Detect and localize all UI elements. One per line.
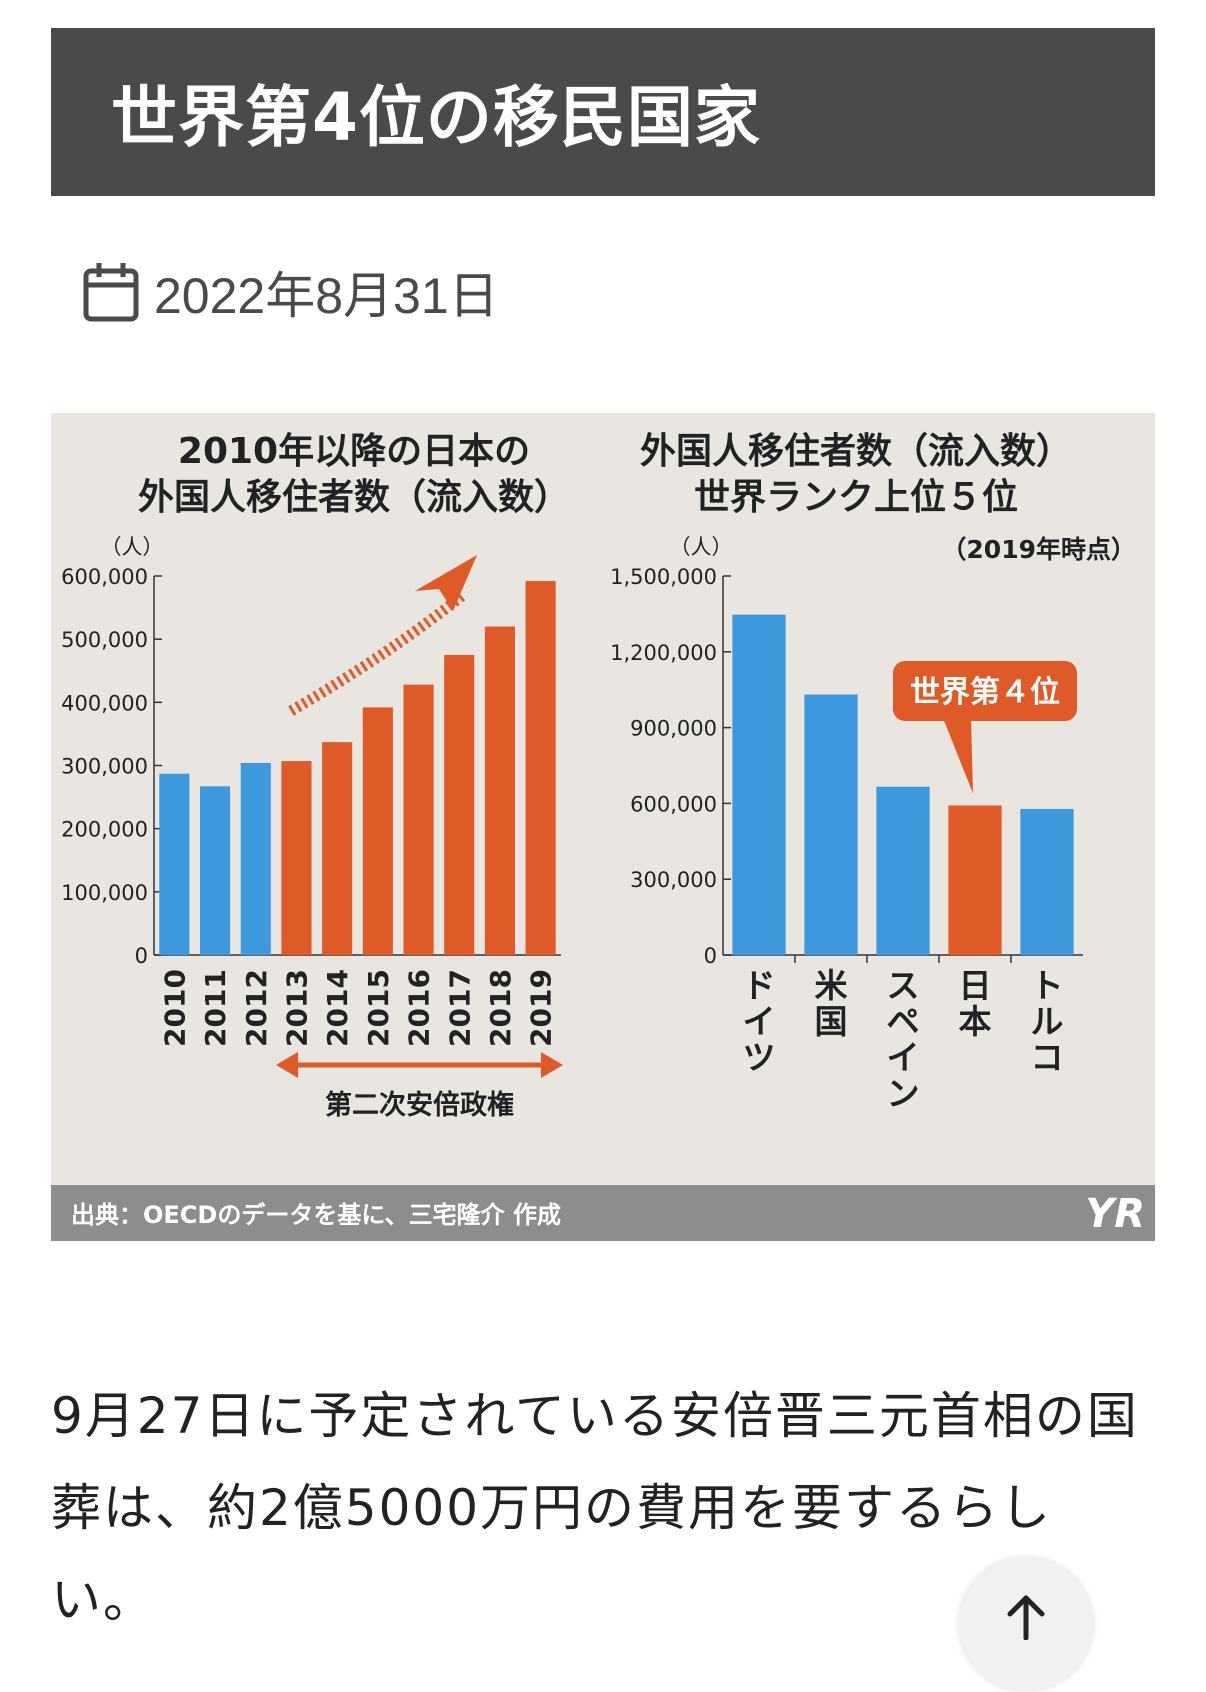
chart-subtitle: （2019年時点） <box>941 535 1136 564</box>
chart-title-line: 外国人移住者数（流入数） <box>640 431 1072 472</box>
period-label: 第二次安倍政権 <box>325 1089 514 1121</box>
trend-arrow <box>288 590 467 716</box>
trend-arrow-head <box>415 555 477 611</box>
y-tick-label: 500,000 <box>61 628 148 652</box>
x-tick-label: 2019 <box>525 969 558 1047</box>
x-tick-label: 2013 <box>280 969 313 1047</box>
right-chart: 外国人移住者数（流入数） 世界ランク上位５位 （2019年時点） 0 300,000 60… <box>610 431 1136 1113</box>
period-arrow-left-head <box>276 1052 299 1078</box>
bar-2015 <box>362 707 393 955</box>
bar-2011 <box>199 786 231 955</box>
arrow-up-icon <box>1007 1595 1045 1640</box>
post-date: 2022年8月31日 <box>82 262 499 324</box>
bar-日本 <box>948 805 1002 955</box>
article-body: 9月27日に予定されている安倍晋三元首相の国葬は、約2億5000万円の費用を要す… <box>51 1387 1139 1629</box>
y-unit-label: （人） <box>101 535 164 559</box>
figure-canvas: 2010年以降の日本の外国人移住者数（流入数）0100,000200,00030… <box>51 413 1155 1241</box>
scroll-to-top-button[interactable] <box>958 1556 1094 1692</box>
bar-トルコ <box>1020 808 1074 955</box>
bar-2014 <box>322 742 353 955</box>
x-tick-label-char: ン <box>887 1074 920 1113</box>
x-tick-label: 2014 <box>321 969 354 1047</box>
y-tick-label: 200,000 <box>61 818 148 842</box>
y-unit-label: （人） <box>670 535 733 559</box>
bar-2012 <box>240 762 271 955</box>
bar-ドイツ <box>732 614 786 955</box>
x-tick-label-char: ス <box>887 966 920 1005</box>
bar-2010 <box>159 773 190 955</box>
callout-box <box>893 661 1077 721</box>
x-tick-label: 2012 <box>240 969 273 1047</box>
y-tick-label: 600,000 <box>630 792 717 816</box>
bar-スペイン <box>876 786 930 955</box>
x-tick-label: 2015 <box>362 969 395 1047</box>
period-arrow-right-head <box>541 1052 563 1078</box>
x-tick-label: 2016 <box>403 969 436 1047</box>
x-tick-label-char: ツ <box>743 1038 776 1077</box>
x-tick-label: 2017 <box>443 969 476 1047</box>
article-figure: 2010年以降の日本の 外国人移住者数（流入数） 0 100,000 200,000 30… <box>51 413 1155 1241</box>
y-tick-label: 600,000 <box>61 565 148 589</box>
article-title: 世界第4位の移民国家 <box>111 79 761 156</box>
bar-米国 <box>804 694 858 955</box>
y-tick-label: 100,000 <box>61 881 148 905</box>
x-tick-label: 2010 <box>158 969 191 1047</box>
y-tick-label: 300,000 <box>630 868 717 892</box>
source-bar <box>51 1185 1155 1241</box>
bar-2013 <box>281 761 312 955</box>
x-tick-label-char: ト <box>1031 966 1064 1005</box>
callout-label: 世界第４位 <box>910 675 1060 710</box>
y-tick-label: 400,000 <box>61 691 148 715</box>
y-tick-label: 300,000 <box>61 755 148 779</box>
x-tick-label: 2011 <box>199 969 232 1047</box>
bar-2018 <box>484 626 516 955</box>
y-tick-label: 0 <box>704 944 717 968</box>
x-tick-label-char: イ <box>743 1002 776 1041</box>
calendar-icon <box>83 263 139 322</box>
post-date-text: 2022年8月31日 <box>154 268 499 324</box>
x-tick-label-char: 米 <box>815 966 848 1005</box>
y-tick-label: 0 <box>135 944 148 968</box>
x-tick-label-char: ペ <box>887 1002 920 1041</box>
bar-2016 <box>403 684 434 955</box>
chart-title-line: 世界ランク上位５位 <box>694 477 1018 518</box>
chart-title-line: 外国人移住者数（流入数） <box>138 477 570 518</box>
x-tick-label-char: ル <box>1031 1002 1064 1041</box>
x-tick-label-char: コ <box>1031 1038 1064 1077</box>
y-tick-label: 1,500,000 <box>610 565 717 589</box>
y-tick-label: 900,000 <box>630 717 717 741</box>
publisher-logo: YR <box>1085 1191 1145 1237</box>
x-tick-label-char: ド <box>743 966 776 1005</box>
x-tick-label-char: 国 <box>815 1002 848 1041</box>
x-tick-label-char: 日 <box>959 966 992 1005</box>
chart-title-line: 2010年以降の日本の <box>178 431 530 472</box>
source-text: 出典：OECDのデータを基に、三宅隆介 作成 <box>71 1201 561 1229</box>
x-tick-label: 2018 <box>484 969 517 1047</box>
article-title-bar: 世界第4位の移民国家 <box>51 28 1155 196</box>
y-tick-label: 1,200,000 <box>610 641 717 665</box>
bar-2019 <box>525 581 556 955</box>
x-tick-label-char: イ <box>887 1038 920 1077</box>
x-tick-label-char: 本 <box>959 1002 992 1041</box>
bar-2017 <box>444 654 475 955</box>
